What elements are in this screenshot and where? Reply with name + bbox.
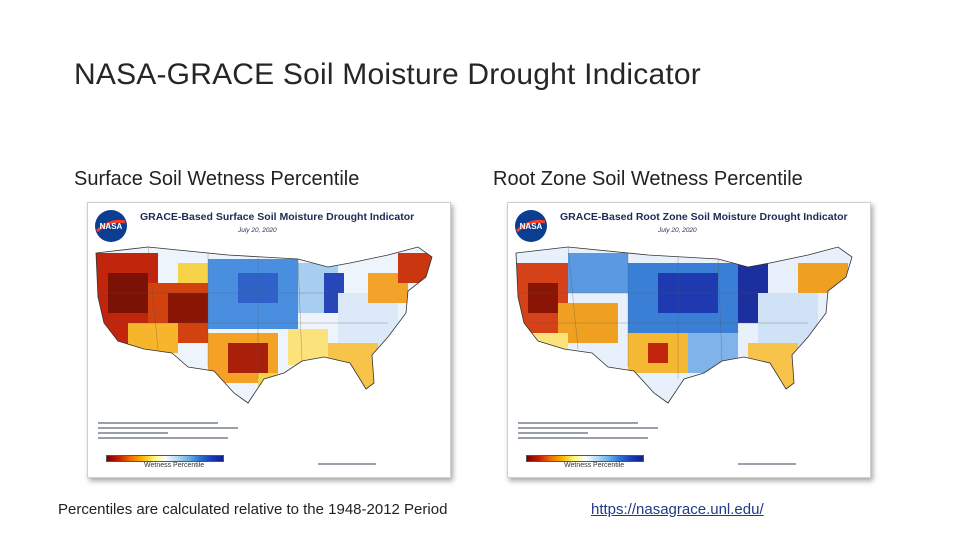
root-zone-soil-map-image: NASA GRACE-Based Root Zone Soil Moisture…: [507, 202, 871, 478]
map-title: GRACE-Based Root Zone Soil Moisture Drou…: [560, 211, 848, 223]
svg-text:NASA: NASA: [520, 222, 543, 231]
nasagrace-link[interactable]: https://nasagrace.unl.edu/: [591, 501, 764, 518]
surface-soil-map-image: NASA GRACE-Based Surface Soil Moisture D…: [87, 202, 451, 478]
us-drought-map-rootzone: [515, 246, 853, 404]
percentile-legend-bar: [106, 455, 224, 462]
subtitle-surface: Surface Soil Wetness Percentile: [74, 168, 360, 190]
percentile-period-note: Percentiles are calculated relative to t…: [58, 501, 448, 518]
percentile-legend-bar: [526, 455, 644, 462]
us-drought-map-surface: [95, 246, 433, 404]
nasa-logo-icon: NASA: [95, 210, 127, 242]
map-footnotes: [518, 419, 668, 442]
nasa-logo-icon: NASA: [515, 210, 547, 242]
map-source-url: [318, 463, 376, 465]
map-footnotes: [98, 419, 248, 442]
subtitle-rootzone: Root Zone Soil Wetness Percentile: [493, 168, 803, 190]
legend-label: Wetness Percentile: [144, 462, 205, 469]
svg-text:NASA: NASA: [100, 222, 123, 231]
map-source-url: [738, 463, 796, 465]
map-title: GRACE-Based Surface Soil Moisture Drough…: [140, 211, 415, 223]
legend-label: Wetness Percentile: [564, 462, 625, 469]
slide-title: NASA-GRACE Soil Moisture Drought Indicat…: [74, 58, 701, 91]
map-date: July 20, 2020: [238, 227, 277, 234]
map-date: July 20, 2020: [658, 227, 697, 234]
